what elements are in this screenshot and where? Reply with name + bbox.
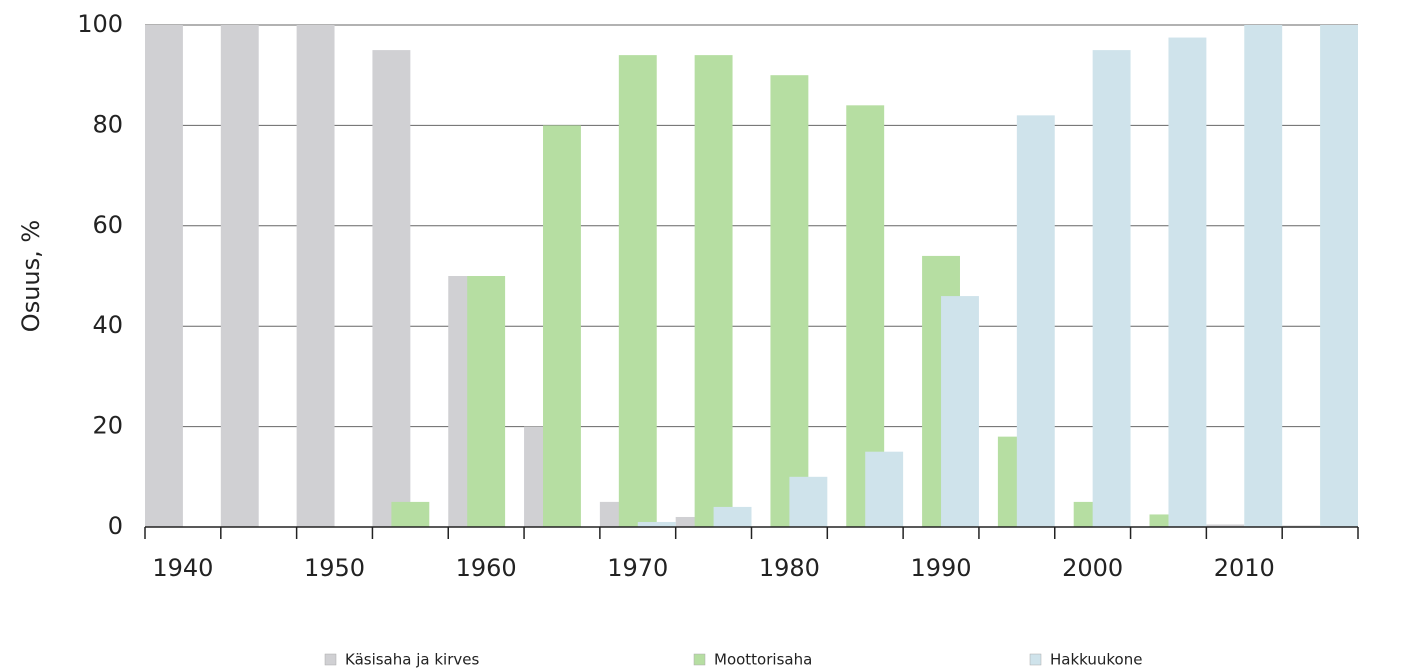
bar: [1016, 115, 1055, 528]
y-tick-label: 40: [92, 311, 123, 339]
bar: [694, 55, 733, 528]
y-tick-label: 20: [92, 412, 123, 440]
legend-swatch: [693, 653, 706, 666]
bar: [865, 451, 904, 527]
bar: [1092, 50, 1131, 527]
legend-label: Hakkuukone: [1050, 651, 1142, 669]
x-tick-label: 1940: [152, 554, 213, 582]
y-tick-label: 100: [77, 10, 123, 38]
bar: [145, 25, 183, 527]
bar: [1244, 25, 1283, 527]
x-tick-label: 1990: [910, 554, 971, 582]
x-tick-label: 1950: [304, 554, 365, 582]
legend-label: Moottorisaha: [714, 651, 812, 669]
bar: [637, 521, 676, 527]
bar: [1282, 525, 1321, 527]
bar: [1206, 524, 1245, 527]
bar: [220, 25, 259, 527]
x-tick-label: 1980: [759, 554, 820, 582]
bar: [543, 125, 581, 528]
y-axis-label: Osuus, %: [17, 220, 45, 332]
y-tick-label: 60: [92, 211, 123, 239]
x-tick-label: 1970: [607, 554, 668, 582]
bar: [391, 501, 430, 527]
legend-swatch: [1029, 653, 1042, 666]
bar: [1320, 25, 1358, 527]
y-tick-label: 0: [108, 512, 123, 540]
bar: [941, 296, 979, 527]
legend-swatch: [324, 653, 337, 666]
x-tick-label: 2000: [1062, 554, 1123, 582]
bar: [770, 75, 809, 527]
legend-label: Käsisaha ja kirves: [345, 651, 479, 669]
bar: [1168, 37, 1207, 528]
x-tick-label: 2010: [1214, 554, 1275, 582]
bar: [372, 50, 411, 527]
bar: [296, 25, 335, 527]
y-tick-label: 80: [92, 110, 123, 138]
bar: [713, 506, 752, 527]
x-tick-label: 1960: [456, 554, 517, 582]
bar: [618, 55, 657, 528]
bar: [789, 476, 828, 527]
bar: [467, 276, 506, 527]
